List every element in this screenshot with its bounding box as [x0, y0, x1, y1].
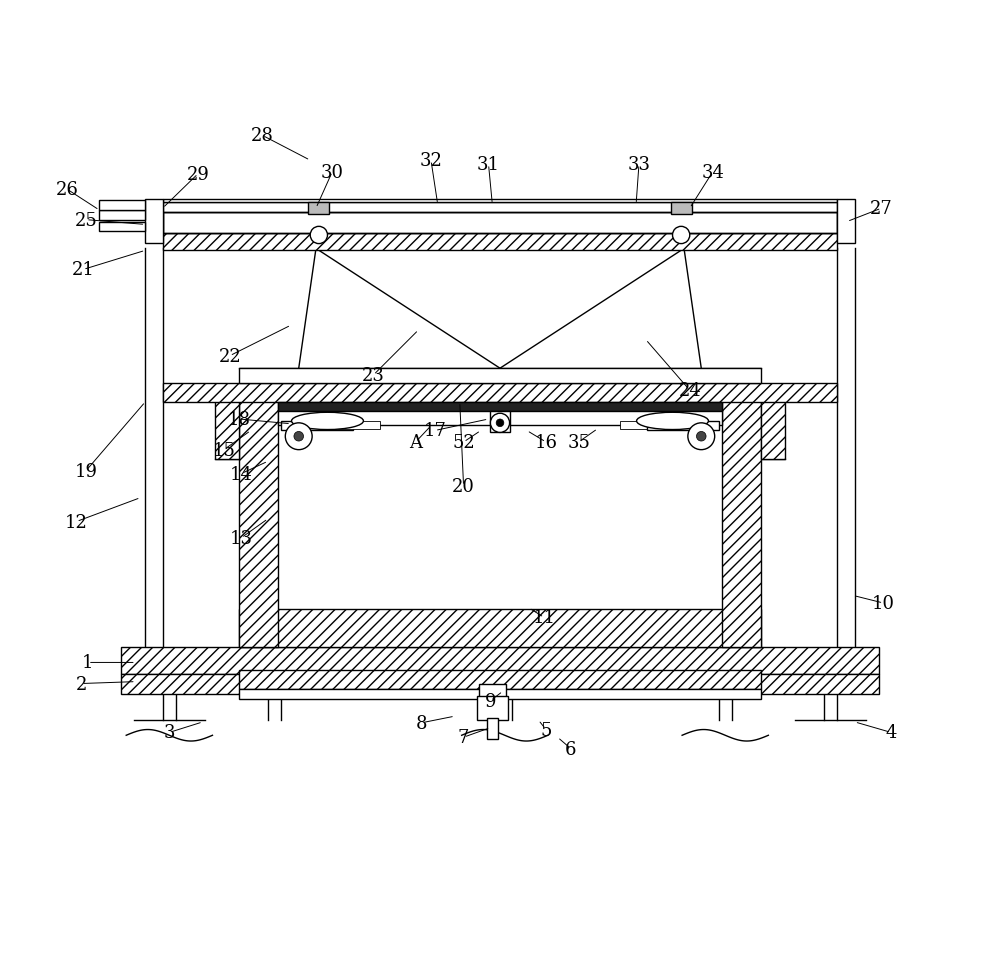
Text: 13: 13	[230, 530, 253, 547]
Text: 8: 8	[416, 714, 427, 732]
Text: 31: 31	[477, 156, 500, 174]
Bar	[671, 203, 692, 215]
Bar	[163, 203, 837, 213]
Bar	[239, 690, 761, 700]
Bar	[479, 685, 506, 700]
Bar	[323, 421, 380, 429]
Bar	[145, 199, 163, 243]
Text: 11: 11	[533, 609, 556, 627]
Bar	[477, 697, 508, 720]
Text: 5: 5	[540, 721, 552, 739]
Text: 25: 25	[75, 211, 97, 230]
Text: A: A	[409, 434, 422, 451]
Bar	[239, 393, 278, 648]
Bar	[239, 368, 761, 383]
Text: 52: 52	[452, 434, 475, 451]
Circle shape	[285, 423, 312, 450]
Text: 35: 35	[567, 434, 590, 451]
Text: 15: 15	[213, 442, 235, 459]
Text: 27: 27	[870, 200, 893, 218]
Bar	[647, 421, 719, 431]
Text: 24: 24	[678, 382, 701, 400]
Text: 30: 30	[321, 163, 344, 182]
Text: 7: 7	[458, 729, 469, 746]
Circle shape	[673, 227, 690, 244]
Bar	[278, 411, 722, 425]
Text: 9: 9	[485, 692, 496, 710]
Bar	[121, 648, 879, 674]
Text: 26: 26	[55, 181, 78, 198]
Bar	[239, 670, 761, 690]
Bar	[837, 199, 855, 243]
Text: 21: 21	[72, 261, 95, 279]
Circle shape	[294, 432, 304, 442]
Text: 1: 1	[82, 654, 94, 672]
Bar	[278, 403, 722, 412]
Text: 4: 4	[885, 724, 897, 742]
Circle shape	[310, 227, 327, 244]
Bar	[281, 421, 353, 431]
Text: 29: 29	[187, 165, 210, 184]
Text: 32: 32	[420, 152, 442, 170]
Bar	[121, 674, 879, 695]
Text: 19: 19	[74, 462, 97, 481]
Text: 3: 3	[164, 724, 175, 742]
Text: 34: 34	[701, 163, 724, 182]
Ellipse shape	[637, 413, 708, 430]
Text: 17: 17	[423, 422, 446, 440]
Text: 28: 28	[251, 127, 274, 146]
Bar	[163, 234, 837, 251]
Bar	[215, 393, 239, 460]
Circle shape	[490, 414, 510, 433]
Text: 16: 16	[535, 434, 558, 451]
Text: 33: 33	[627, 156, 650, 174]
Bar	[490, 412, 510, 433]
Text: 18: 18	[228, 410, 251, 429]
Bar	[487, 718, 498, 740]
Bar	[761, 393, 785, 460]
Text: 6: 6	[565, 740, 577, 758]
Ellipse shape	[292, 413, 363, 430]
Bar	[163, 213, 837, 234]
Circle shape	[496, 419, 504, 427]
Text: 14: 14	[230, 465, 253, 484]
Text: 12: 12	[65, 513, 88, 531]
Text: 2: 2	[75, 675, 87, 693]
Bar	[163, 199, 837, 203]
Bar	[620, 421, 677, 429]
Text: 23: 23	[362, 366, 385, 385]
Text: 22: 22	[218, 348, 241, 365]
Bar	[308, 203, 329, 215]
Bar	[99, 201, 145, 211]
Circle shape	[696, 432, 706, 442]
Text: 10: 10	[872, 594, 895, 613]
Circle shape	[688, 423, 715, 450]
Bar	[163, 383, 837, 403]
Bar	[99, 223, 145, 232]
Bar	[163, 213, 837, 234]
Bar	[99, 211, 145, 221]
Bar	[722, 393, 761, 648]
Bar	[239, 609, 761, 648]
Text: 20: 20	[452, 478, 475, 495]
